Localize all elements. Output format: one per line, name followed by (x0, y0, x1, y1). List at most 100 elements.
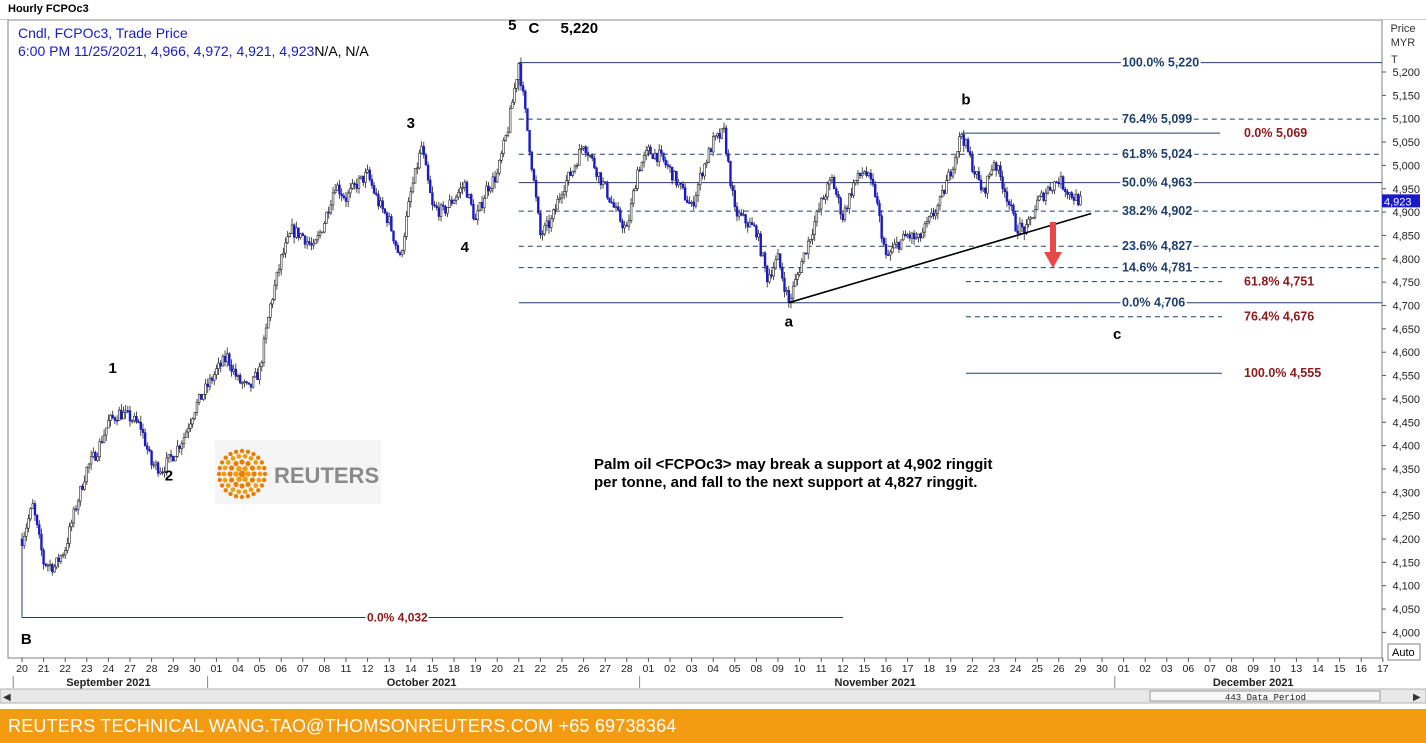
candle-down (837, 194, 840, 199)
logo-dot (223, 455, 228, 460)
candle-down (385, 212, 389, 223)
candle-down (38, 524, 41, 535)
candle-up (768, 274, 771, 283)
x-tick-label: 24 (103, 663, 115, 675)
candle-up (167, 454, 171, 459)
y-tick-label: 4,950 (1392, 184, 1420, 196)
candle-up (290, 224, 294, 234)
candle-up (910, 232, 914, 239)
candle-up (791, 285, 795, 299)
candle-up (321, 231, 324, 234)
candle-down (487, 185, 490, 192)
candle-up (182, 436, 186, 444)
candle-up (275, 271, 279, 286)
candle-up (305, 241, 309, 245)
candle-up (889, 251, 892, 256)
candle-down (1007, 201, 1011, 206)
candle-down (759, 233, 762, 256)
logo-dot (233, 461, 239, 467)
candle-down (537, 196, 540, 214)
candle-down (327, 211, 330, 214)
base-level-label: 0.0% 4,032 (367, 610, 428, 624)
scrollbar-thumb[interactable] (1149, 690, 1381, 702)
candle-down (392, 230, 395, 242)
candle-down (882, 237, 886, 245)
candle-up (70, 522, 73, 528)
candle-down (310, 243, 313, 246)
candle-down (238, 375, 242, 384)
candle-down (353, 183, 356, 185)
price-axis-header: Price (1390, 23, 1415, 35)
candle-up (511, 101, 514, 109)
candle-up (29, 508, 32, 520)
candle-up (500, 153, 503, 161)
candle-up (85, 466, 89, 483)
candle-down (297, 227, 300, 238)
candle-down (662, 152, 665, 161)
auto-scale-button[interactable] (1387, 643, 1421, 661)
fib-retracement-label: 50.0% 4,963 (1122, 176, 1192, 190)
candle-down (206, 383, 209, 387)
candle-up (936, 204, 940, 214)
candle-down (470, 194, 473, 205)
logo-dot (228, 451, 233, 457)
logo-dot (239, 459, 245, 465)
candle-up (165, 457, 168, 473)
candle-down (20, 538, 24, 546)
candle-down (210, 377, 214, 381)
candle-up (226, 353, 229, 363)
candle-up (102, 434, 106, 443)
y-tick-label: 4,250 (1392, 511, 1420, 523)
candle-down (35, 514, 39, 526)
candle-up (785, 290, 788, 292)
x-tick-label: 17 (1377, 663, 1389, 675)
candle-up (407, 201, 410, 217)
candle-up (891, 247, 894, 253)
x-tick-label: 20 (491, 663, 503, 675)
x-tick-label: 27 (599, 663, 611, 675)
legend-na: N/A, N/A (314, 43, 369, 59)
candle-up (420, 145, 423, 154)
candle-up (271, 299, 274, 305)
logo-dot (242, 489, 248, 495)
candle-up (411, 182, 415, 193)
x-tick-label: 21 (38, 663, 50, 675)
candle-down (599, 172, 603, 186)
candle-down (148, 449, 151, 452)
logo-dot (256, 455, 261, 460)
x-tick-label: 02 (1139, 663, 1151, 675)
scroll-right-arrow[interactable]: ▶ (1413, 692, 1421, 703)
candle-up (711, 136, 715, 153)
logo-dot (251, 491, 256, 497)
candle-up (800, 260, 803, 273)
candle-up (1053, 181, 1056, 191)
candle-down (422, 145, 425, 156)
candle-up (154, 462, 158, 466)
horizontal-scrollbar[interactable]: ◀ 443 Data Period ▶ (0, 688, 1426, 704)
logo-dot (242, 476, 248, 482)
candle-down (746, 222, 749, 228)
candle-up (673, 170, 676, 181)
month-label: December 2021 (1213, 677, 1294, 689)
candle-down (340, 193, 343, 197)
y-tick-label: 4,450 (1392, 417, 1420, 429)
candle-up (61, 554, 65, 557)
candle-down (608, 197, 611, 203)
candle-down (770, 274, 773, 277)
y-tick-label: 4,500 (1392, 394, 1420, 406)
candle-up (573, 165, 577, 172)
candle-down (709, 148, 713, 153)
fib-retracement-label: 23.6% 4,827 (1122, 239, 1192, 253)
candle-up (1036, 199, 1039, 211)
candle-up (89, 456, 93, 465)
candle-up (379, 200, 382, 207)
x-tick-label: 04 (707, 663, 719, 675)
candle-down (735, 206, 739, 217)
fib-retracement-label: 76.4% 5,099 (1122, 112, 1192, 126)
logo-dot (233, 471, 239, 477)
candle-up (556, 199, 559, 210)
scroll-left-arrow[interactable]: ◀ (3, 692, 11, 703)
candle-up (895, 241, 899, 245)
candle-down (115, 419, 119, 422)
